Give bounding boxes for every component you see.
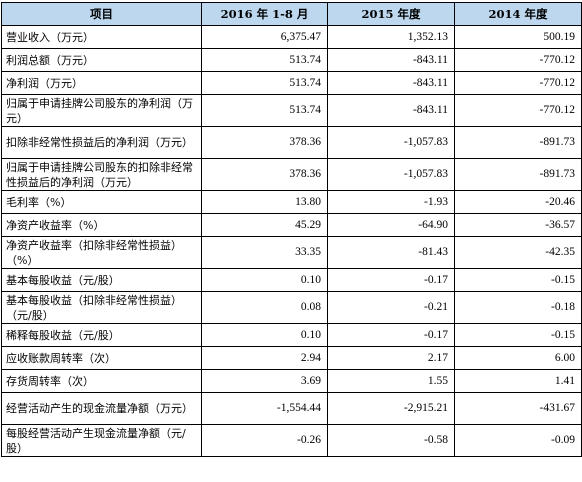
row-value: -2,915.21	[327, 392, 455, 425]
row-label: 归属于申请挂牌公司股东的扣除非经常性损益后的净利润（万元）	[1, 158, 202, 191]
row-value: -0.17	[327, 323, 455, 347]
row-label: 净资产收益率（%）	[1, 213, 202, 237]
row-value: 1,352.13	[327, 25, 455, 49]
row-value: 3.69	[201, 369, 328, 393]
row-value: 2.94	[201, 346, 328, 370]
row-value: 0.10	[201, 268, 328, 292]
row-value: -0.26	[201, 424, 328, 457]
table-row: 营业收入（万元） 6,375.47 1,352.13 500.19	[1, 25, 582, 49]
header-2014: 2014 年度	[454, 2, 582, 26]
row-value: -0.21	[327, 291, 455, 324]
row-value: 13.80	[201, 190, 328, 214]
row-label: 每股经营活动产生现金流量净额（元/股）	[1, 424, 202, 457]
row-value: -770.12	[454, 48, 582, 72]
row-value: 378.36	[201, 158, 328, 191]
header-2015: 2015 年度	[327, 2, 455, 26]
row-value: -20.46	[454, 190, 582, 214]
row-value: 45.29	[201, 213, 328, 237]
row-value: 6.00	[454, 346, 582, 370]
row-label: 稀释每股收益（元/股）	[1, 323, 202, 347]
row-value: -843.11	[327, 94, 455, 127]
row-value: -36.57	[454, 213, 582, 237]
row-value: -843.11	[327, 48, 455, 72]
table-row: 扣除非经常性损益后的净利润（万元） 378.36 -1,057.83 -891.73	[1, 126, 582, 159]
row-value: -843.11	[327, 71, 455, 95]
row-value: 1.41	[454, 369, 582, 393]
row-label: 基本每股收益（元/股）	[1, 268, 202, 292]
row-value: 513.74	[201, 48, 328, 72]
table-row: 存货周转率（次） 3.69 1.55 1.41	[1, 369, 582, 393]
row-label: 净资产收益率（扣除非经常性损益）（%）	[1, 236, 202, 269]
row-value: 513.74	[201, 71, 328, 95]
row-value: -770.12	[454, 94, 582, 127]
row-value: -42.35	[454, 236, 582, 269]
row-label: 利润总额（万元）	[1, 48, 202, 72]
row-value: -1,057.83	[327, 158, 455, 191]
table-row: 毛利率（%） 13.80 -1.93 -20.46	[1, 190, 582, 214]
row-value: 0.10	[201, 323, 328, 347]
table-row: 净利润（万元） 513.74 -843.11 -770.12	[1, 71, 582, 95]
table-row: 基本每股收益（元/股） 0.10 -0.17 -0.15	[1, 268, 582, 292]
row-value: -0.18	[454, 291, 582, 324]
financial-indicators-table: 项目 2016 年 1-8 月 2015 年度 2014 年度 营业收入（万元）…	[1, 2, 582, 457]
row-label: 归属于申请挂牌公司股东的净利润（万元）	[1, 94, 202, 127]
row-value: -1,554.44	[201, 392, 328, 425]
row-label: 基本每股收益（扣除非经常性损益）（元/股）	[1, 291, 202, 324]
row-value: 2.17	[327, 346, 455, 370]
table-row: 归属于申请挂牌公司股东的扣除非经常性损益后的净利润（万元） 378.36 -1,05…	[1, 158, 582, 191]
table-row: 净资产收益率（%） 45.29 -64.90 -36.57	[1, 213, 582, 237]
table-header-row: 项目 2016 年 1-8 月 2015 年度 2014 年度	[1, 2, 582, 26]
row-value: -0.15	[454, 268, 582, 292]
table-row: 利润总额（万元） 513.74 -843.11 -770.12	[1, 48, 582, 72]
row-value: -1,057.83	[327, 126, 455, 159]
row-value: 513.74	[201, 94, 328, 127]
row-value: -0.17	[327, 268, 455, 292]
header-2016-jan-aug: 2016 年 1-8 月	[201, 2, 328, 26]
row-value: -0.15	[454, 323, 582, 347]
row-label: 扣除非经常性损益后的净利润（万元）	[1, 126, 202, 159]
row-value: -431.67	[454, 392, 582, 425]
table-row: 净资产收益率（扣除非经常性损益）（%） 33.35 -81.43 -42.35	[1, 236, 582, 269]
row-value: 6,375.47	[201, 25, 328, 49]
row-value: -81.43	[327, 236, 455, 269]
row-label: 应收账款周转率（次）	[1, 346, 202, 370]
row-value: 1.55	[327, 369, 455, 393]
row-value: 500.19	[454, 25, 582, 49]
table-row: 归属于申请挂牌公司股东的净利润（万元） 513.74 -843.11 -770.12	[1, 94, 582, 127]
row-value: 33.35	[201, 236, 328, 269]
row-value: -0.58	[327, 424, 455, 457]
row-value: -770.12	[454, 71, 582, 95]
table-row: 每股经营活动产生现金流量净额（元/股） -0.26 -0.58 -0.09	[1, 424, 582, 457]
row-value: 0.08	[201, 291, 328, 324]
row-label: 净利润（万元）	[1, 71, 202, 95]
row-label: 毛利率（%）	[1, 190, 202, 214]
header-item: 项目	[1, 2, 202, 26]
table-body: 营业收入（万元） 6,375.47 1,352.13 500.19 利润总额（万元） 51…	[1, 25, 582, 457]
row-value: -1.93	[327, 190, 455, 214]
table-row: 基本每股收益（扣除非经常性损益）（元/股） 0.08 -0.21 -0.18	[1, 291, 582, 324]
table-row: 稀释每股收益（元/股） 0.10 -0.17 -0.15	[1, 323, 582, 347]
row-value: -891.73	[454, 158, 582, 191]
table-row: 经营活动产生的现金流量净额（万元） -1,554.44 -2,915.21 -431.…	[1, 392, 582, 425]
row-label: 营业收入（万元）	[1, 25, 202, 49]
row-value: -0.09	[454, 424, 582, 457]
table-row: 应收账款周转率（次） 2.94 2.17 6.00	[1, 346, 582, 370]
row-value: -64.90	[327, 213, 455, 237]
row-value: -891.73	[454, 126, 582, 159]
row-label: 经营活动产生的现金流量净额（万元）	[1, 392, 202, 425]
row-label: 存货周转率（次）	[1, 369, 202, 393]
row-value: 378.36	[201, 126, 328, 159]
